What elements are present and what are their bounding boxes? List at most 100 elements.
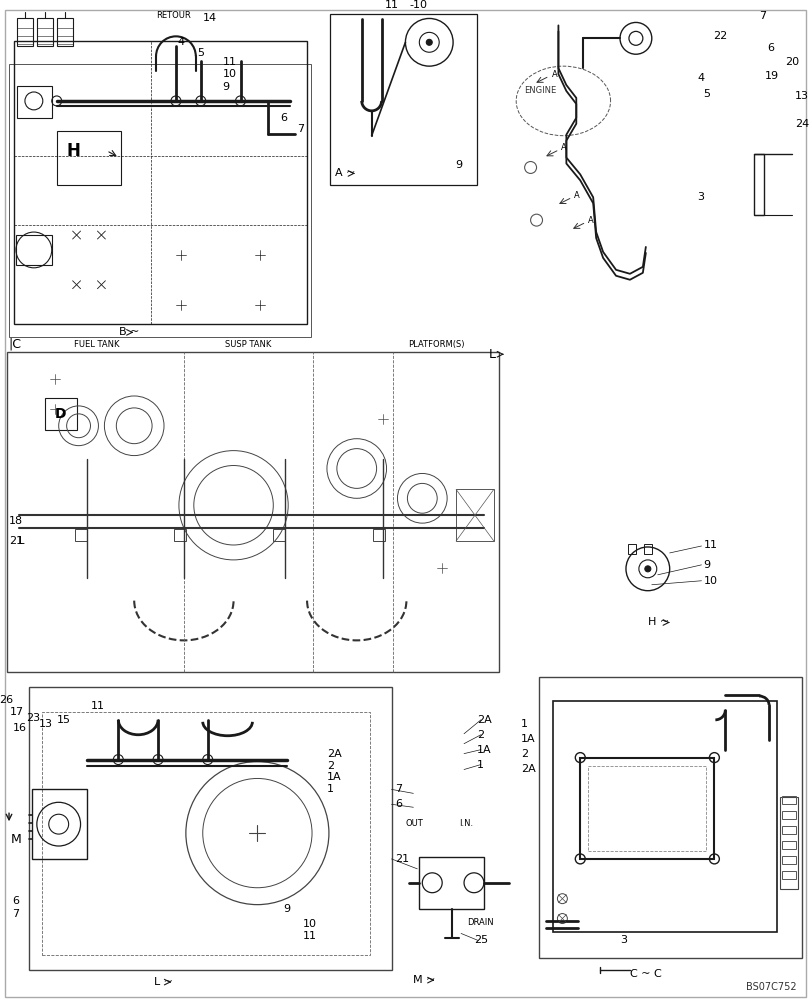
Text: 1: 1	[520, 719, 527, 729]
Text: H ~: H ~	[647, 617, 668, 627]
Bar	[781, 811, 795, 819]
Text: B ~: B ~	[119, 327, 139, 337]
Bar	[580, 758, 714, 859]
Text: 5: 5	[196, 48, 204, 58]
Text: PLATFORM(S): PLATFORM(S)	[407, 340, 464, 349]
Text: 20: 20	[784, 57, 798, 67]
Text: 21: 21	[395, 854, 409, 864]
Text: I.N.: I.N.	[458, 819, 473, 828]
Text: A: A	[587, 216, 593, 225]
Bar	[174, 529, 186, 541]
Text: L: L	[19, 536, 24, 546]
Bar	[36, 18, 53, 46]
Text: 1: 1	[476, 760, 483, 770]
Circle shape	[426, 39, 431, 45]
Text: D: D	[55, 407, 67, 421]
Text: 11: 11	[384, 0, 398, 10]
Text: 7: 7	[395, 784, 402, 794]
Text: 16: 16	[13, 723, 27, 733]
Text: 11: 11	[303, 931, 317, 941]
Bar	[587, 766, 706, 851]
Bar	[781, 856, 795, 864]
Bar	[45, 398, 76, 430]
Text: 11: 11	[90, 701, 105, 711]
Text: 17: 17	[10, 707, 24, 717]
Bar	[17, 18, 32, 46]
Bar	[17, 86, 52, 118]
Text: 3: 3	[697, 192, 704, 202]
Bar	[14, 41, 307, 324]
Circle shape	[644, 566, 650, 572]
Text: FUEL TANK: FUEL TANK	[74, 340, 119, 349]
Text: 18: 18	[9, 516, 24, 526]
Bar	[57, 131, 121, 185]
Text: 2A: 2A	[520, 764, 534, 774]
Bar	[456, 489, 493, 541]
Text: 10: 10	[303, 919, 317, 929]
Text: BS07C752: BS07C752	[745, 982, 796, 992]
Text: 25: 25	[474, 935, 487, 945]
Text: A: A	[551, 70, 556, 79]
Bar	[273, 529, 285, 541]
Bar	[75, 529, 87, 541]
Text: M ~: M ~	[413, 975, 436, 985]
Bar	[41, 712, 369, 955]
Text: 4: 4	[178, 37, 185, 47]
Text: 13: 13	[794, 91, 808, 101]
Text: -10: -10	[409, 0, 427, 10]
Text: 15: 15	[57, 715, 71, 725]
Text: 1A: 1A	[327, 772, 341, 782]
Bar	[32, 789, 87, 859]
Text: 2: 2	[520, 749, 527, 759]
Text: 3: 3	[620, 935, 626, 945]
Bar	[9, 64, 311, 337]
Text: H: H	[67, 142, 80, 160]
Text: 9: 9	[702, 560, 710, 570]
Text: 1: 1	[327, 784, 333, 794]
Text: L: L	[488, 348, 496, 361]
Bar	[643, 544, 651, 554]
Text: 1A: 1A	[476, 745, 491, 755]
Text: 1A: 1A	[520, 734, 534, 744]
Text: 2A: 2A	[327, 749, 341, 759]
Bar	[329, 14, 476, 185]
Text: M: M	[11, 833, 22, 846]
Text: 22: 22	[713, 31, 727, 41]
Text: A ~: A ~	[334, 168, 355, 178]
Text: 21: 21	[9, 536, 24, 546]
Text: 6: 6	[395, 799, 402, 809]
Text: 13: 13	[39, 719, 53, 729]
Bar	[753, 154, 763, 215]
Bar	[16, 235, 52, 265]
Text: |C: |C	[8, 338, 21, 351]
Text: 6: 6	[12, 896, 19, 906]
Bar	[372, 529, 384, 541]
Text: L ~: L ~	[154, 977, 173, 987]
Text: A: A	[560, 143, 566, 152]
Bar	[781, 871, 795, 879]
Text: 9: 9	[283, 904, 290, 914]
Text: 23: 23	[26, 713, 40, 723]
Bar	[29, 687, 391, 970]
Bar	[781, 841, 795, 849]
Bar	[781, 796, 795, 804]
Bar	[57, 18, 72, 46]
Text: A: A	[573, 191, 579, 200]
Bar	[553, 701, 776, 932]
Text: ENGINE: ENGINE	[523, 86, 556, 95]
Text: 24: 24	[794, 119, 808, 129]
Text: C ~ C: C ~ C	[629, 969, 661, 979]
Text: 4: 4	[697, 73, 704, 83]
Text: 2: 2	[327, 761, 333, 771]
Text: 9: 9	[454, 160, 461, 170]
Text: 9: 9	[222, 82, 230, 92]
Text: 7: 7	[758, 11, 766, 21]
Text: 2A: 2A	[476, 715, 491, 725]
Text: SUSP TANK: SUSP TANK	[225, 340, 272, 349]
Bar	[538, 677, 800, 958]
Text: 10: 10	[702, 576, 717, 586]
Bar	[7, 352, 498, 672]
Text: DRAIN: DRAIN	[466, 918, 493, 927]
Text: OUT: OUT	[405, 819, 423, 828]
Bar	[779, 797, 797, 889]
